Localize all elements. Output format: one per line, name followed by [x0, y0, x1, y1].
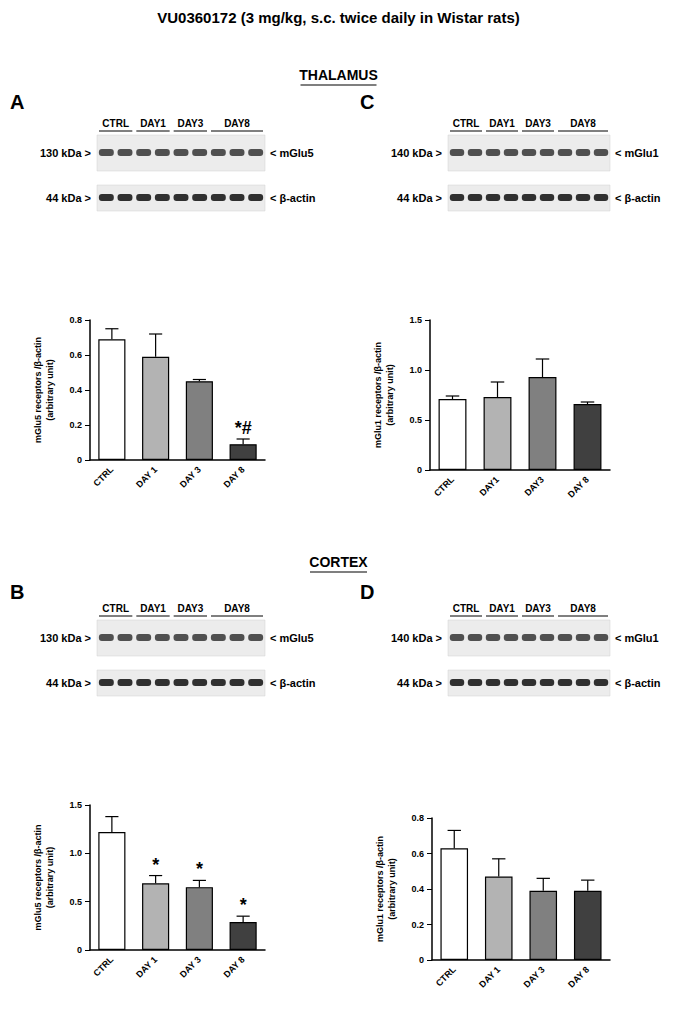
svg-text:DAY 8: DAY 8	[566, 474, 591, 499]
svg-text:CTRL: CTRL	[453, 603, 480, 614]
svg-text:CORTEX: CORTEX	[309, 554, 368, 570]
svg-text:44 kDa >: 44 kDa >	[46, 677, 91, 689]
svg-text:44 kDa >: 44 kDa >	[397, 677, 442, 689]
svg-text:< mGlu5: < mGlu5	[270, 632, 314, 644]
svg-text:DAY 3: DAY 3	[522, 964, 547, 989]
svg-text:0: 0	[77, 455, 82, 465]
svg-text:DAY 3: DAY 3	[178, 464, 203, 489]
svg-text:1.0: 1.0	[69, 848, 82, 858]
svg-text:0.4: 0.4	[69, 385, 82, 395]
svg-text:DAY8: DAY8	[570, 603, 596, 614]
svg-text:D: D	[360, 581, 374, 603]
svg-text:DAY 8: DAY 8	[566, 964, 591, 989]
svg-text:(arbitrary unit): (arbitrary unit)	[385, 364, 395, 426]
svg-text:0.2: 0.2	[69, 420, 82, 430]
svg-text:CTRL: CTRL	[432, 474, 456, 498]
svg-text:< β-actin: < β-actin	[270, 677, 316, 689]
svg-text:< mGlu5: < mGlu5	[270, 147, 314, 159]
svg-text:1.0: 1.0	[409, 365, 422, 375]
svg-text:C: C	[360, 91, 374, 113]
svg-text:mGlu5 receptors /β-actin: mGlu5 receptors /β-actin	[33, 337, 43, 443]
svg-text:140 kDa >: 140 kDa >	[391, 147, 442, 159]
svg-text:mGlu1 receptors /β-actin: mGlu1 receptors /β-actin	[375, 836, 385, 942]
svg-text:*: *	[152, 855, 159, 875]
svg-text:44 kDa >: 44 kDa >	[46, 192, 91, 204]
svg-text:CTRL: CTRL	[102, 603, 129, 614]
svg-text:0.4: 0.4	[411, 884, 424, 894]
svg-text:DAY1: DAY1	[489, 118, 515, 129]
svg-text:DAY 3: DAY 3	[178, 954, 203, 979]
svg-text:DAY 8: DAY 8	[222, 954, 247, 979]
svg-text:DAY8: DAY8	[224, 118, 250, 129]
svg-text:< β-actin: < β-actin	[615, 677, 661, 689]
svg-text:0: 0	[417, 465, 422, 475]
svg-text:DAY 1: DAY 1	[477, 964, 502, 989]
svg-text:mGlu5 receptors /β-actin: mGlu5 receptors /β-actin	[33, 824, 43, 930]
svg-text:0.5: 0.5	[69, 897, 82, 907]
svg-text:140 kDa >: 140 kDa >	[391, 632, 442, 644]
svg-text:CTRL: CTRL	[453, 118, 480, 129]
svg-text:mGlu1 receptors /β-actin: mGlu1 receptors /β-actin	[373, 342, 383, 448]
svg-text:DAY3: DAY3	[525, 603, 551, 614]
svg-text:0.6: 0.6	[69, 350, 82, 360]
svg-text:(arbitrary unit): (arbitrary unit)	[45, 359, 55, 421]
svg-text:THALAMUS: THALAMUS	[299, 67, 378, 83]
svg-text:CTRL: CTRL	[91, 464, 115, 488]
svg-text:DAY1: DAY1	[140, 118, 166, 129]
svg-text:1.5: 1.5	[409, 315, 422, 325]
svg-text:0.5: 0.5	[409, 415, 422, 425]
svg-text:DAY 1: DAY 1	[134, 464, 159, 489]
svg-text:DAY 1: DAY 1	[134, 954, 159, 979]
svg-text:*: *	[196, 859, 203, 879]
svg-text:*#: *#	[235, 418, 252, 438]
svg-text:DAY8: DAY8	[570, 118, 596, 129]
svg-text:VU0360172 (3 mg/kg, s.c. twice: VU0360172 (3 mg/kg, s.c. twice daily in …	[157, 9, 520, 26]
svg-text:B: B	[10, 581, 24, 603]
svg-text:DAY1: DAY1	[478, 474, 501, 497]
svg-text:*: *	[240, 895, 247, 915]
svg-text:0.8: 0.8	[411, 813, 424, 823]
svg-text:0.6: 0.6	[411, 849, 424, 859]
svg-text:DAY3: DAY3	[523, 474, 546, 497]
svg-text:< mGlu1: < mGlu1	[615, 632, 659, 644]
svg-text:CTRL: CTRL	[91, 954, 115, 978]
svg-text:A: A	[10, 91, 24, 113]
svg-text:DAY1: DAY1	[489, 603, 515, 614]
svg-text:DAY8: DAY8	[224, 603, 250, 614]
svg-text:DAY1: DAY1	[140, 603, 166, 614]
svg-text:< mGlu1: < mGlu1	[615, 147, 659, 159]
svg-text:0.2: 0.2	[411, 920, 424, 930]
svg-text:0: 0	[419, 955, 424, 965]
svg-text:< β-actin: < β-actin	[615, 192, 661, 204]
svg-text:130 kDa >: 130 kDa >	[40, 632, 91, 644]
svg-text:(arbitrary unit): (arbitrary unit)	[45, 847, 55, 909]
svg-text:(arbitrary unit): (arbitrary unit)	[387, 858, 397, 920]
svg-text:CTRL: CTRL	[102, 118, 129, 129]
svg-text:< β-actin: < β-actin	[270, 192, 316, 204]
svg-text:DAY3: DAY3	[177, 118, 203, 129]
svg-text:130 kDa >: 130 kDa >	[40, 147, 91, 159]
svg-text:DAY3: DAY3	[525, 118, 551, 129]
svg-text:0.8: 0.8	[69, 315, 82, 325]
svg-text:DAY3: DAY3	[177, 603, 203, 614]
svg-text:DAY 8: DAY 8	[222, 464, 247, 489]
svg-text:0: 0	[77, 945, 82, 955]
svg-text:44 kDa >: 44 kDa >	[397, 192, 442, 204]
svg-text:CTRL: CTRL	[434, 964, 458, 988]
svg-text:1.5: 1.5	[69, 800, 82, 810]
